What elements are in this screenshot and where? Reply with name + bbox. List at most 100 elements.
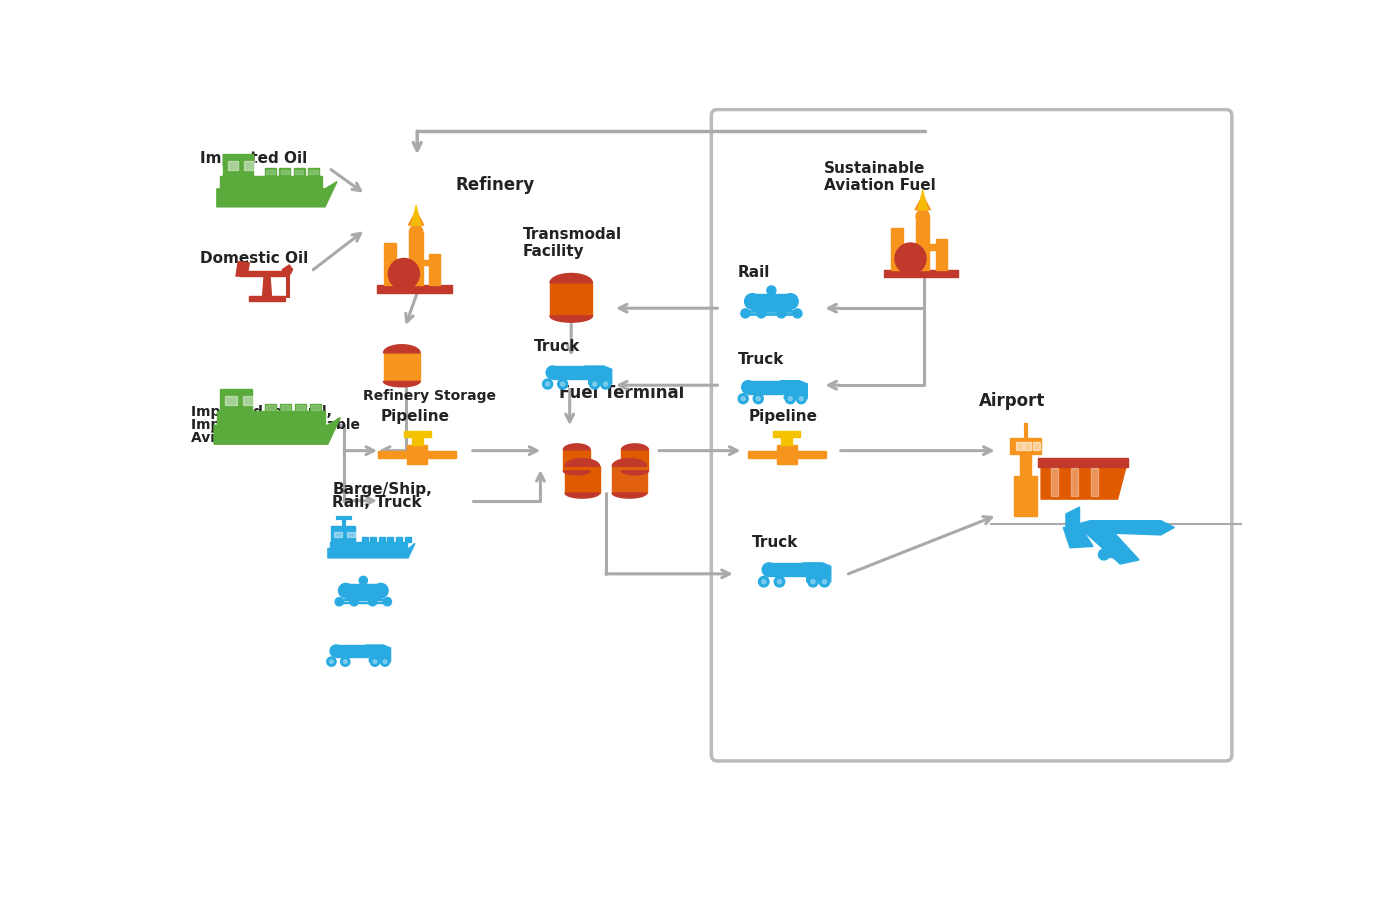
- Polygon shape: [1065, 521, 1175, 535]
- Circle shape: [601, 379, 610, 389]
- Polygon shape: [295, 169, 304, 175]
- Polygon shape: [220, 176, 322, 189]
- Circle shape: [757, 309, 766, 318]
- Polygon shape: [777, 445, 797, 464]
- Circle shape: [374, 583, 388, 598]
- Bar: [244, 396, 255, 405]
- Polygon shape: [566, 459, 599, 466]
- Circle shape: [819, 577, 830, 587]
- Circle shape: [792, 309, 802, 318]
- Circle shape: [811, 580, 815, 584]
- Circle shape: [798, 562, 812, 577]
- Polygon shape: [384, 345, 420, 353]
- Circle shape: [777, 309, 785, 318]
- Circle shape: [329, 660, 333, 663]
- Circle shape: [742, 381, 755, 393]
- Circle shape: [361, 645, 374, 657]
- Text: Pipeline: Pipeline: [381, 409, 449, 424]
- Bar: [347, 532, 354, 537]
- Bar: [225, 396, 237, 405]
- Polygon shape: [1009, 438, 1042, 454]
- Bar: [335, 532, 342, 537]
- Circle shape: [808, 577, 818, 587]
- Polygon shape: [409, 232, 423, 285]
- Polygon shape: [283, 265, 293, 274]
- Circle shape: [409, 225, 423, 238]
- Polygon shape: [266, 405, 274, 410]
- Polygon shape: [1071, 468, 1078, 496]
- Polygon shape: [332, 526, 356, 542]
- Text: Truck: Truck: [752, 535, 798, 550]
- Polygon shape: [361, 537, 368, 542]
- Text: Truck: Truck: [535, 339, 581, 355]
- Polygon shape: [388, 537, 393, 542]
- Polygon shape: [308, 168, 319, 176]
- Text: Refinery Storage: Refinery Storage: [364, 389, 496, 403]
- Text: Fuel Terminal: Fuel Terminal: [559, 384, 685, 402]
- Polygon shape: [612, 466, 647, 493]
- Circle shape: [745, 293, 760, 310]
- Polygon shape: [336, 645, 367, 657]
- Polygon shape: [566, 493, 599, 498]
- Circle shape: [339, 583, 353, 598]
- Polygon shape: [550, 274, 592, 283]
- Polygon shape: [378, 451, 407, 458]
- Polygon shape: [396, 537, 402, 542]
- Polygon shape: [550, 283, 592, 316]
- Polygon shape: [566, 466, 599, 493]
- Polygon shape: [797, 451, 826, 458]
- Circle shape: [592, 382, 596, 386]
- Polygon shape: [294, 168, 305, 176]
- Circle shape: [756, 397, 760, 400]
- Polygon shape: [588, 366, 612, 384]
- Circle shape: [741, 397, 745, 400]
- Text: Truck: Truck: [738, 352, 784, 366]
- Circle shape: [360, 576, 367, 585]
- Polygon shape: [309, 169, 318, 175]
- Circle shape: [741, 309, 750, 318]
- Circle shape: [788, 397, 792, 400]
- Circle shape: [797, 393, 806, 404]
- Circle shape: [343, 660, 347, 663]
- Polygon shape: [329, 542, 407, 548]
- Circle shape: [774, 577, 785, 587]
- Polygon shape: [918, 190, 927, 210]
- Polygon shape: [1042, 466, 1126, 500]
- Polygon shape: [214, 418, 340, 445]
- Circle shape: [785, 393, 795, 404]
- Circle shape: [546, 382, 550, 386]
- Circle shape: [777, 580, 781, 584]
- Polygon shape: [223, 154, 253, 176]
- Polygon shape: [265, 404, 276, 411]
- Polygon shape: [563, 471, 591, 475]
- Polygon shape: [412, 205, 420, 225]
- Circle shape: [546, 366, 559, 379]
- Text: Airport: Airport: [980, 392, 1046, 410]
- Polygon shape: [265, 168, 276, 176]
- Circle shape: [767, 286, 776, 295]
- Polygon shape: [370, 645, 391, 662]
- Polygon shape: [249, 296, 284, 301]
- Polygon shape: [1019, 454, 1032, 476]
- Circle shape: [370, 657, 379, 666]
- Circle shape: [822, 580, 826, 584]
- Polygon shape: [1079, 527, 1140, 564]
- Polygon shape: [806, 562, 830, 581]
- Text: Sustainable
Aviation Fuel: Sustainable Aviation Fuel: [823, 161, 935, 194]
- Bar: [1023, 442, 1032, 450]
- Polygon shape: [309, 404, 322, 411]
- Polygon shape: [622, 450, 648, 471]
- Polygon shape: [241, 271, 288, 276]
- Polygon shape: [217, 182, 337, 207]
- Polygon shape: [377, 285, 452, 292]
- Polygon shape: [370, 537, 377, 542]
- Circle shape: [1099, 549, 1109, 560]
- Circle shape: [326, 657, 336, 666]
- Polygon shape: [890, 228, 903, 270]
- Circle shape: [384, 598, 392, 606]
- Polygon shape: [1091, 468, 1098, 496]
- Polygon shape: [384, 353, 420, 382]
- Circle shape: [557, 379, 567, 389]
- Circle shape: [776, 381, 788, 393]
- Circle shape: [560, 382, 564, 386]
